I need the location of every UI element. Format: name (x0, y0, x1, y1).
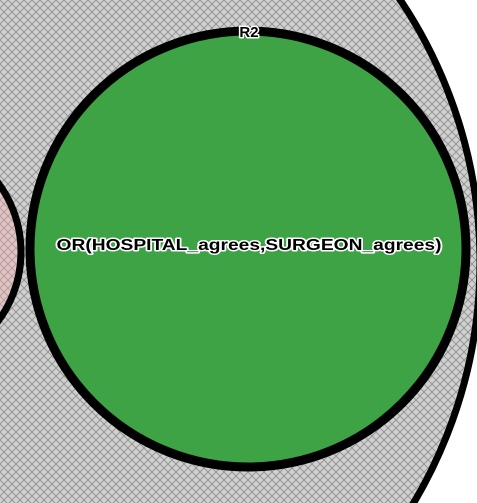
r2-node-expression: OR(HOSPITAL_agrees,SURGEON_agrees) (57, 237, 442, 254)
left-neighbor-circle[interactable] (0, 136, 25, 368)
r2-node-title: R2 (239, 24, 258, 41)
r2-node-circle[interactable] (25, 26, 471, 472)
